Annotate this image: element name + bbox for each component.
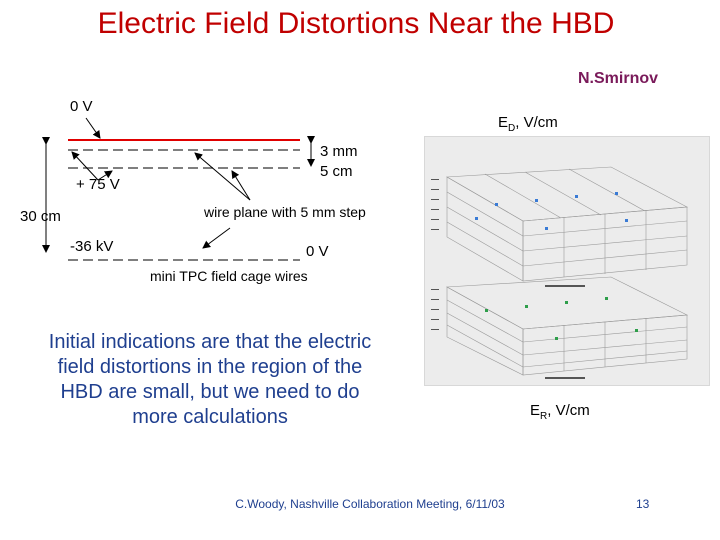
gap-5cm-label: 5 cm xyxy=(320,163,353,180)
zero-v-pointer xyxy=(85,117,101,139)
bottom-voltage-label: 0 V xyxy=(306,243,329,260)
footer-text: C.Woody, Nashville Collaboration Meeting… xyxy=(235,497,505,511)
summary-text: Initial indications are that the electri… xyxy=(48,331,372,428)
top-plot-label-unit: , V/cm xyxy=(515,114,558,131)
page-title: Electric Field Distortions Near the HBD xyxy=(97,7,615,40)
top-voltage-label: 0 V xyxy=(70,98,93,115)
er-surface-plot xyxy=(445,276,689,376)
bottom-plot-label-symbol: E xyxy=(530,402,541,419)
field-cage-pointer xyxy=(202,227,231,249)
top-plot-label-subscript: D xyxy=(508,123,516,134)
page-number: 13 xyxy=(636,497,650,511)
ed-axis-ticks xyxy=(431,179,585,287)
plus75-pointer-1 xyxy=(71,151,99,181)
author-name: N.Smirnov xyxy=(578,70,659,87)
field-plots-graphic xyxy=(431,166,689,379)
bottom-plot-label: ER, V/cm xyxy=(530,402,590,422)
wire-plane-pointer-1 xyxy=(194,152,251,201)
er-data-points xyxy=(485,297,638,340)
minus36kv-label: -36 kV xyxy=(70,238,114,255)
height-label: 30 cm xyxy=(20,208,61,225)
top-plot-label: ED, V/cm xyxy=(498,114,558,134)
ed-data-points xyxy=(475,192,628,230)
top-plot-label-symbol: E xyxy=(498,114,509,131)
gap-3mm-label: 3 mm xyxy=(320,143,358,160)
bottom-plot-label-unit: , V/cm xyxy=(547,402,590,419)
ed-surface-plot xyxy=(445,166,689,282)
plus75-pointer-2 xyxy=(97,170,113,181)
bottom-plot-label-subscript: R xyxy=(540,411,548,422)
plus75-label: + 75 V xyxy=(76,176,120,193)
wire-plane-pointer-2 xyxy=(231,170,251,201)
field-plots-image xyxy=(424,136,710,386)
er-axis-ticks xyxy=(431,289,585,379)
field-cage-label: mini TPC field cage wires xyxy=(150,268,308,284)
wire-plane-label: wire plane with 5 mm step xyxy=(204,204,366,220)
